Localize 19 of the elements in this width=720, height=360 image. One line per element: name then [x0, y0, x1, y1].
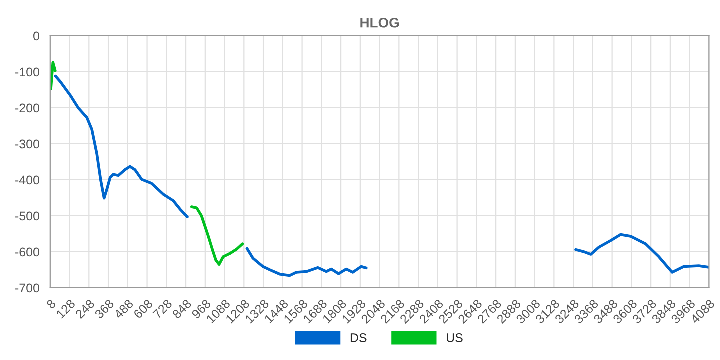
x-tick-label: 248: [75, 299, 96, 320]
y-tick-label: -100: [16, 68, 40, 77]
x-tick-label: 8: [46, 299, 57, 310]
x-tick-label: 728: [152, 299, 173, 320]
legend-label: DS: [350, 334, 367, 342]
x-tick-label: 368: [94, 299, 115, 320]
x-tick-label: 128: [56, 299, 76, 319]
y-tick-label: -500: [16, 212, 40, 221]
y-tick-label: -200: [16, 104, 40, 113]
x-tick-label: 608: [133, 299, 154, 320]
y-tick-label: -300: [16, 140, 40, 149]
legend-label: US: [447, 334, 463, 342]
chart-title: HLOG: [360, 18, 399, 28]
y-tick-label: -400: [16, 176, 40, 185]
y-tick-label: -700: [16, 284, 40, 293]
x-tick-label: 488: [114, 299, 134, 320]
y-tick-label: -600: [16, 248, 40, 257]
x-tick-label: 848: [172, 299, 192, 320]
y-tick-label: 0: [34, 32, 40, 41]
